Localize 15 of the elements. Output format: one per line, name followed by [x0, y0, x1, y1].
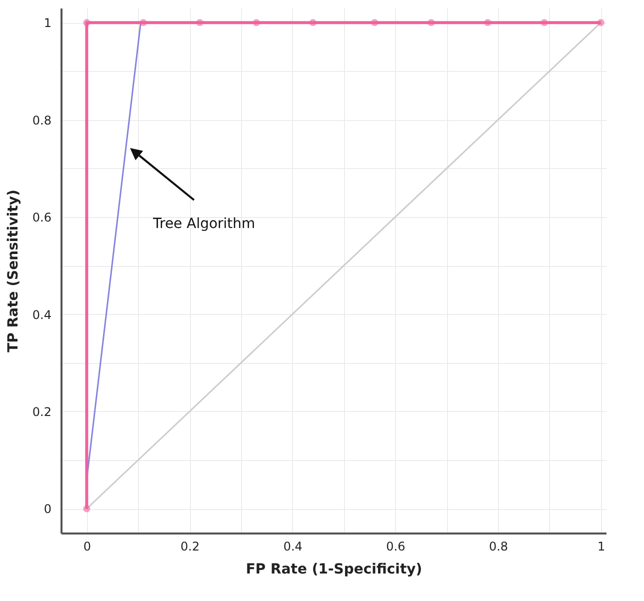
y-axis-title: TP Rate (Sensitivity): [5, 190, 22, 352]
y-tick-label: 0.2: [32, 404, 52, 419]
y-tick-label: 0.8: [32, 113, 52, 128]
annotation: Tree Algorithm: [152, 216, 256, 232]
x-axis-title: FP Rate (1-Specificity): [246, 562, 422, 578]
y-tick-label: 1: [44, 16, 52, 30]
x-tick-label: 0.8: [488, 540, 508, 554]
y-tick-label: 0.6: [32, 210, 52, 225]
y-tick-label: 0: [44, 502, 52, 516]
y-tick-label: 0.4: [32, 308, 52, 322]
x-tick-label: 0: [83, 540, 92, 554]
x-tick-label: 0.2: [180, 540, 200, 554]
x-tick-label: 0.6: [386, 540, 406, 554]
x-tick-label: 0.4: [283, 540, 302, 554]
x-tick-label: 1: [598, 540, 606, 554]
